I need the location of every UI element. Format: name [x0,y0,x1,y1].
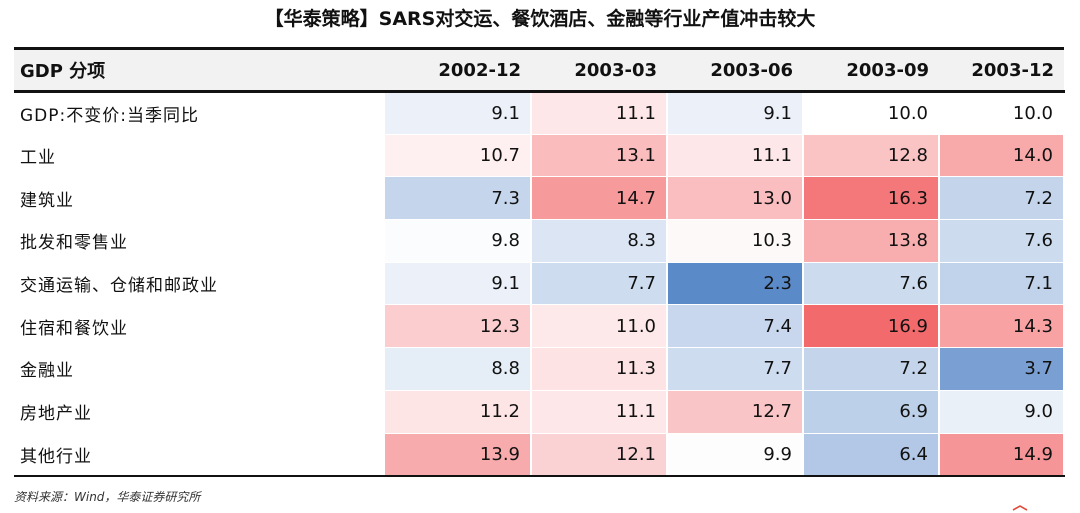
row-label: 住宿和餐饮业 [14,304,385,349]
heatmap-cell: 10.7 [384,134,532,178]
chart-title: 【华泰策略】SARS对交运、餐饮酒店、金融等行业产值冲击较大 [264,8,816,30]
heatmap-cell: 7.6 [939,219,1065,263]
table-row: 房地产业 11.2 11.1 12.7 6.9 9.0 [14,390,1065,434]
table-row: 交通运输、仓储和邮政业 9.1 7.7 2.3 7.6 7.1 [14,262,1065,306]
heatmap-cell: 11.1 [531,390,668,434]
heatmap-cell: 11.0 [531,304,668,349]
column-header: 2002-12 [384,47,531,93]
heatmap-body: GDP:不变价:当季同比 9.1 11.1 9.1 10.0 10.0 工业 10.7 13.1… [14,91,1065,477]
row-label: 批发和零售业 [14,219,385,263]
row-label: 其他行业 [14,433,385,477]
column-header: 2003-06 [667,47,803,93]
heatmap-cell: 13.0 [667,176,804,221]
heatmap-cell: 7.4 [667,304,804,349]
heatmap-cell: 16.3 [803,176,940,221]
heatmap-cell: 7.2 [939,176,1065,221]
heatmap-cell: 13.9 [384,433,532,477]
heatmap-cell: 7.6 [803,262,940,306]
heatmap-cell: 16.9 [803,304,940,349]
heatmap-cell: 8.3 [531,219,668,263]
heatmap-cell: 9.1 [667,91,804,135]
heatmap-cell: 12.8 [803,134,940,178]
row-label: 工业 [14,134,385,178]
heatmap-cell: 10.3 [667,219,804,263]
heatmap-cell: 9.9 [667,433,804,477]
heatmap-cell: 11.2 [384,390,532,434]
heatmap-cell: 11.1 [667,134,804,178]
row-label: GDP:不变价:当季同比 [14,91,385,135]
heatmap-cell: 10.0 [939,91,1065,135]
heatmap-cell: 7.1 [939,262,1065,306]
heatmap-cell: 13.1 [531,134,668,178]
table-row: 工业 10.7 13.1 11.1 12.8 14.0 [14,134,1065,178]
row-label: 建筑业 [14,176,385,221]
heatmap-table: GDP 分项 2002-12 2003-03 2003-06 2003-09 2… [14,47,1065,477]
heatmap-cell: 7.2 [803,347,940,391]
heatmap-cell: 6.4 [803,433,940,477]
heatmap-cell: 9.0 [939,390,1065,434]
row-label: 金融业 [14,347,385,391]
heatmap-cell: 3.7 [939,347,1065,391]
heatmap-cell: 14.3 [939,304,1065,349]
table-row: 批发和零售业 9.8 8.3 10.3 13.8 7.6 [14,219,1065,263]
table-row: 建筑业 7.3 14.7 13.0 16.3 7.2 [14,176,1065,221]
heatmap-cell: 12.1 [531,433,668,477]
column-header: 2003-03 [531,47,667,93]
heatmap-cell: 12.3 [384,304,532,349]
table-row: GDP:不变价:当季同比 9.1 11.1 9.1 10.0 10.0 [14,91,1065,135]
brand-mark-icon [1012,505,1028,511]
table-row: 其他行业 13.9 12.1 9.9 6.4 14.9 [14,433,1065,477]
heatmap-cell: 8.8 [384,347,532,391]
column-header: 2003-12 [939,47,1064,93]
heatmap-cell: 7.7 [667,347,804,391]
heatmap-cell: 14.7 [531,176,668,221]
heatmap-cell: 10.0 [803,91,940,135]
row-header-label: GDP 分项 [14,47,384,93]
heatmap-cell: 11.1 [531,91,668,135]
header-row: GDP 分项 2002-12 2003-03 2003-06 2003-09 2… [14,47,1064,93]
heatmap-cell: 13.8 [803,219,940,263]
table-row: 金融业 8.8 11.3 7.7 7.2 3.7 [14,347,1065,391]
heatmap-cell: 12.7 [667,390,804,434]
column-header: 2003-09 [803,47,939,93]
row-label: 房地产业 [14,390,385,434]
heatmap-cell: 11.3 [531,347,668,391]
source-note: 资料来源：Wind，华泰证券研究所 [14,490,201,504]
heatmap-cell: 6.9 [803,390,940,434]
heatmap-cell: 14.0 [939,134,1065,178]
heatmap-cell: 7.7 [531,262,668,306]
heatmap-cell: 9.1 [384,262,532,306]
heatmap-cell: 2.3 [667,262,804,306]
heatmap-cell: 14.9 [939,433,1065,477]
heatmap-cell: 7.3 [384,176,532,221]
row-label: 交通运输、仓储和邮政业 [14,262,385,306]
table-row: 住宿和餐饮业 12.3 11.0 7.4 16.9 14.3 [14,304,1065,349]
heatmap-cell: 9.1 [384,91,532,135]
heatmap-cell: 9.8 [384,219,532,263]
